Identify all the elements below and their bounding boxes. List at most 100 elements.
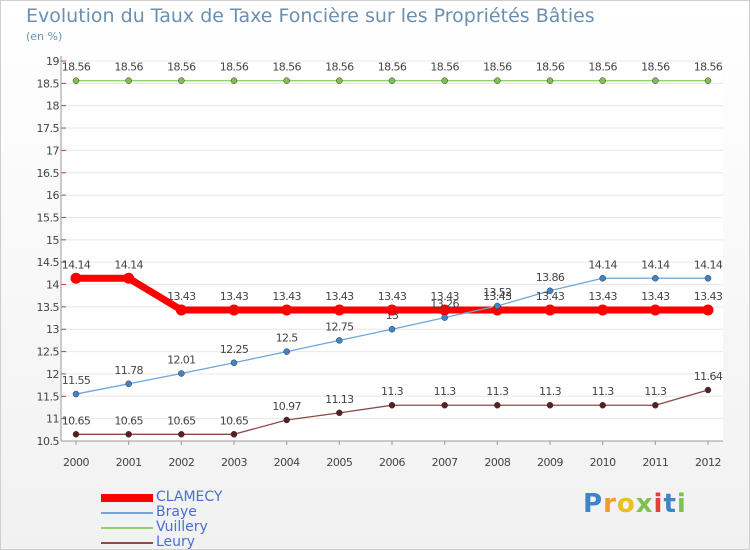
y-tick-label: 17 (46, 144, 59, 157)
data-label-leury: 11.3 (539, 385, 562, 398)
data-point-clamecy (333, 304, 345, 316)
x-tick-label: 2008 (484, 456, 510, 469)
data-label-clamecy: 13.43 (694, 290, 723, 303)
data-point-braye (125, 380, 132, 388)
data-label-leury: 10.97 (272, 400, 301, 413)
legend-swatch (101, 512, 153, 514)
chart-title: Evolution du Taux de Taxe Foncière sur l… (26, 5, 595, 27)
x-tick-label: 2011 (642, 456, 668, 469)
data-point-leury (441, 401, 448, 409)
data-point-braye (599, 275, 606, 282)
y-tick-label: 16 (46, 189, 59, 202)
y-tick-label: 16.5 (37, 167, 60, 180)
data-label-vuillery: 18.56 (588, 61, 617, 74)
data-label-clamecy: 13.43 (378, 290, 407, 303)
x-tick-label: 2003 (221, 456, 247, 469)
data-point-leury (336, 409, 343, 417)
y-tick-label: 19 (46, 55, 59, 68)
data-label-vuillery: 18.56 (272, 61, 301, 74)
data-point-leury (283, 416, 290, 424)
y-axis-unit: (en %) (26, 30, 63, 43)
legend-swatch (101, 542, 153, 544)
data-point-braye (652, 275, 659, 282)
data-point-leury (652, 401, 659, 409)
data-label-leury: 11.3 (486, 385, 509, 398)
y-tick-label: 14.5 (37, 256, 60, 269)
data-point-vuillery (546, 77, 554, 84)
x-tick-label: 2004 (274, 456, 300, 469)
data-point-clamecy (175, 304, 187, 316)
data-label-leury: 10.65 (167, 414, 196, 427)
data-label-vuillery: 18.56 (430, 61, 459, 74)
data-label-vuillery: 18.56 (694, 61, 723, 74)
x-tick-label: 2009 (537, 456, 563, 469)
data-point-vuillery (704, 77, 712, 84)
y-tick-label: 10.5 (37, 435, 60, 448)
x-tick-label: 2001 (116, 456, 142, 469)
data-label-braye: 12.01 (167, 353, 196, 366)
data-label-vuillery: 18.56 (220, 61, 249, 74)
proxiti-logo: Proxiti (583, 489, 687, 519)
legend-label: Vuillery (156, 519, 208, 535)
data-label-braye: 13.86 (536, 271, 565, 284)
data-point-vuillery (336, 77, 343, 84)
data-label-clamecy: 13.43 (167, 290, 196, 303)
data-label-leury: 10.65 (114, 414, 143, 427)
x-tick-label: 2006 (379, 456, 405, 469)
data-label-leury: 10.65 (220, 414, 249, 427)
data-point-leury (125, 431, 132, 438)
data-point-vuillery (72, 77, 80, 84)
data-point-braye (546, 287, 554, 295)
data-label-braye: 14.14 (641, 258, 670, 271)
data-label-clamecy: 13.43 (272, 290, 301, 303)
plot-area (61, 56, 723, 441)
y-tick-label: 15.5 (37, 211, 60, 224)
y-tick-label: 13 (46, 323, 59, 336)
legend-label: CLAMECY (156, 489, 223, 505)
data-point-leury (178, 431, 185, 438)
data-label-braye: 11.55 (62, 374, 91, 387)
data-point-leury (494, 401, 501, 409)
data-point-clamecy (123, 272, 135, 284)
data-point-vuillery (652, 77, 659, 84)
data-point-vuillery (125, 77, 132, 84)
x-tick-label: 2002 (168, 456, 194, 469)
data-label-leury: 11.64 (694, 370, 723, 383)
data-point-vuillery (178, 77, 185, 84)
data-label-vuillery: 18.56 (167, 61, 196, 74)
data-point-leury (72, 431, 80, 438)
data-point-clamecy (702, 304, 714, 316)
data-label-clamecy: 14.14 (62, 258, 91, 271)
data-label-vuillery: 18.56 (114, 61, 143, 74)
data-point-clamecy (228, 304, 240, 316)
data-label-clamecy: 13.43 (641, 290, 670, 303)
data-label-braye: 12.5 (276, 332, 299, 345)
data-label-braye: 13.26 (430, 298, 459, 311)
data-point-vuillery (388, 77, 396, 84)
data-point-vuillery (494, 77, 501, 84)
data-label-braye: 14.14 (694, 258, 723, 271)
data-point-clamecy (544, 304, 556, 316)
data-label-leury: 11.3 (592, 385, 615, 398)
data-label-braye: 13.52 (483, 286, 512, 299)
data-label-leury: 10.65 (62, 414, 91, 427)
data-point-clamecy (649, 304, 661, 316)
legend-label: Braye (156, 504, 197, 520)
data-point-leury (388, 401, 396, 409)
data-point-clamecy (386, 304, 398, 316)
data-label-clamecy: 13.43 (588, 290, 617, 303)
data-point-braye (178, 370, 185, 377)
x-tick-label: 2000 (63, 456, 89, 469)
data-label-vuillery: 18.56 (378, 61, 407, 74)
data-point-vuillery (441, 77, 448, 84)
data-label-clamecy: 13.43 (483, 290, 512, 303)
data-point-clamecy (70, 272, 82, 284)
data-label-vuillery: 18.56 (62, 61, 91, 74)
data-point-braye (388, 325, 396, 333)
legend-label: Leury (156, 534, 196, 550)
data-point-vuillery (283, 77, 290, 84)
data-point-leury (230, 431, 238, 438)
data-point-braye (72, 390, 80, 398)
